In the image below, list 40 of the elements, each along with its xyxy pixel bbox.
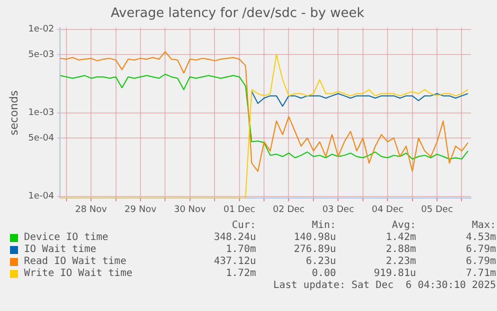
y-tick-label: 5e-03 <box>28 50 54 60</box>
text: 1.42m <box>384 232 416 244</box>
text: 0.00 <box>310 268 336 280</box>
y-tick-label: 5e-04 <box>28 133 54 144</box>
text: 140.98u <box>292 232 336 244</box>
text: 437.12u <box>212 256 256 268</box>
legend-label: Device IO time <box>24 232 110 244</box>
text: Max: <box>470 220 496 232</box>
text: 6.79m <box>464 256 496 268</box>
x-tick-label: 29 Nov <box>124 204 158 215</box>
text: Min: <box>310 220 336 232</box>
text: 4.53m <box>464 232 496 244</box>
x-tick-label: 05 Dec <box>421 204 453 215</box>
y-tick-label: 1e-02 <box>28 24 54 35</box>
text: 1.70m <box>224 244 256 256</box>
text: Last update: Sat Dec 6 04:30:10 2025 <box>272 280 496 292</box>
legend-label: IO Wait time <box>24 244 98 256</box>
x-tick-label: 03 Dec <box>322 204 354 215</box>
x-tick-label: 04 Dec <box>372 204 404 215</box>
x-tick-label: 02 Dec <box>272 204 305 215</box>
y-tick-label: 1e-03 <box>28 108 54 118</box>
text: 6.23u <box>304 256 336 268</box>
text: Cur: <box>230 220 256 232</box>
text: 2.23m <box>384 256 416 268</box>
text: 6.79m <box>464 244 496 256</box>
text: 919.81u <box>372 268 416 280</box>
legend-label: Write IO Wait time <box>24 268 134 280</box>
text: 2.88m <box>384 244 416 256</box>
chart-title: Average latency for /dev/sdc - by week <box>110 6 365 22</box>
x-tick-label: 01 Dec <box>223 204 256 215</box>
text: 276.89u <box>292 244 336 256</box>
y-axis-title: seconds <box>7 90 20 136</box>
y-tick-label: 1e-04 <box>28 192 54 202</box>
text: 348.24u <box>212 232 256 244</box>
x-tick-label: 30 Nov <box>174 204 207 215</box>
legend-label: Read IO Wait time <box>24 256 128 268</box>
text: 7.71m <box>464 268 496 280</box>
x-tick-label: 28 Nov <box>75 204 108 215</box>
text: 1.72m <box>224 268 256 280</box>
text: Avg: <box>390 220 416 232</box>
